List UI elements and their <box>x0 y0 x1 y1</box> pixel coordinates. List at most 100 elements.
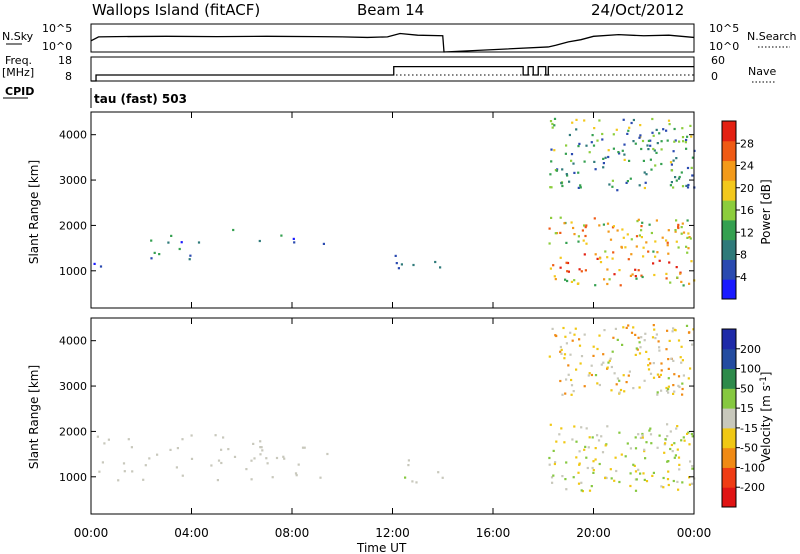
data-cell <box>559 216 562 219</box>
data-cell <box>550 160 553 163</box>
data-cell <box>613 273 616 276</box>
colorbar-segment <box>722 200 736 221</box>
colorbar-tick-label: 200 <box>740 343 761 356</box>
data-cell <box>684 141 687 144</box>
time-axis: 00:00 04:00 08:00 12:00 16:00 20:00 00:00 <box>74 112 711 540</box>
data-cell <box>653 273 656 277</box>
data-cell <box>637 336 640 339</box>
data-cell <box>669 430 672 433</box>
data-cell <box>150 257 153 260</box>
data-cell <box>598 119 601 122</box>
data-cell <box>634 268 637 271</box>
freq-right-tick-bottom: 0 <box>711 70 718 83</box>
data-cell <box>662 476 665 480</box>
data-cell <box>569 331 572 334</box>
data-cell <box>583 224 586 227</box>
data-cell <box>588 489 592 492</box>
freq-left-tick-bottom: 8 <box>65 70 72 83</box>
data-cell <box>580 270 583 273</box>
data-cell <box>585 144 588 147</box>
data-cell <box>585 242 588 245</box>
data-cell <box>629 447 632 450</box>
data-cell <box>676 425 679 428</box>
data-cell <box>560 348 563 351</box>
data-cell <box>649 372 653 375</box>
data-cell <box>628 159 631 162</box>
data-cell <box>606 268 609 271</box>
data-cell <box>665 129 668 132</box>
data-cell <box>637 218 640 221</box>
data-cell <box>148 457 151 460</box>
data-cell <box>680 345 683 348</box>
data-cell <box>560 182 563 185</box>
data-cell <box>596 347 599 351</box>
data-cell <box>222 436 225 439</box>
data-cell <box>584 226 587 229</box>
data-cell <box>643 450 646 453</box>
data-cell <box>615 383 618 386</box>
data-cell <box>656 446 659 449</box>
data-cell <box>602 166 605 169</box>
data-cell <box>666 139 669 142</box>
data-cell <box>677 246 680 249</box>
velocity-panel: 1000 2000 3000 4000 Slant Range [km] <box>27 317 696 515</box>
data-cell <box>592 471 595 474</box>
data-cell <box>564 478 567 481</box>
data-cell <box>564 392 567 395</box>
data-cell <box>682 140 685 143</box>
data-cell <box>592 144 596 147</box>
data-cell <box>665 389 669 392</box>
data-cell <box>580 426 583 429</box>
data-cell <box>638 386 641 389</box>
data-cell <box>439 266 442 269</box>
data-cell <box>603 278 606 281</box>
data-cell <box>131 470 134 473</box>
data-cell <box>585 456 588 459</box>
data-cell <box>677 456 681 459</box>
colorbar-segment <box>722 279 736 300</box>
data-cell <box>550 476 554 479</box>
data-cell <box>675 219 678 222</box>
colorbar-segment <box>722 348 736 370</box>
data-cell <box>566 279 569 283</box>
data-cell <box>658 375 661 378</box>
data-cell <box>625 326 628 329</box>
data-cell <box>638 184 641 187</box>
data-cell <box>548 355 551 358</box>
data-cell <box>144 464 147 467</box>
data-cell <box>660 389 663 392</box>
data-cell <box>619 284 622 287</box>
data-cell <box>604 476 607 480</box>
data-cell <box>550 148 553 151</box>
data-cell <box>549 173 552 176</box>
data-cell <box>620 245 623 248</box>
data-cell <box>555 232 559 235</box>
data-cell <box>593 217 596 220</box>
data-cell <box>575 440 578 443</box>
data-cell <box>190 457 194 460</box>
data-cell <box>637 269 640 272</box>
data-cell <box>638 136 641 139</box>
data-cell <box>596 434 599 437</box>
data-cell <box>588 151 591 154</box>
data-cell <box>643 478 646 481</box>
data-cell <box>578 142 581 145</box>
data-cell <box>577 145 580 148</box>
data-cell <box>673 127 676 131</box>
data-cell <box>681 393 684 396</box>
data-cell <box>630 331 634 334</box>
data-cell <box>601 132 604 136</box>
data-cell <box>673 373 676 376</box>
data-cell <box>666 460 669 463</box>
data-cell <box>662 128 665 131</box>
data-cell <box>687 247 690 250</box>
data-cell <box>611 350 614 353</box>
data-cell <box>625 381 628 384</box>
data-cell <box>574 327 577 330</box>
data-cell <box>672 327 675 330</box>
data-cell <box>563 441 566 444</box>
data-cell <box>598 462 601 466</box>
data-cell <box>265 457 268 460</box>
data-cell <box>549 120 553 123</box>
data-cell <box>583 385 586 388</box>
